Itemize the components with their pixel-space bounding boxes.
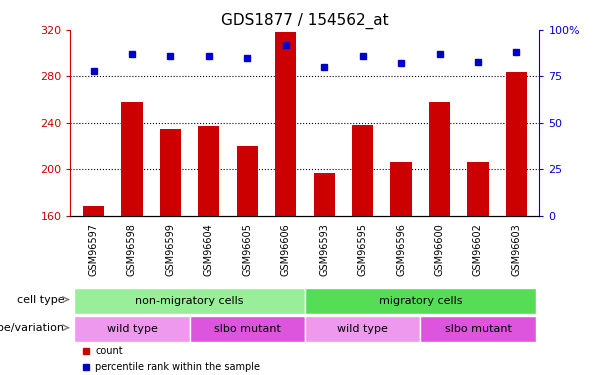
Text: slbo mutant: slbo mutant — [214, 324, 281, 334]
Text: GSM96602: GSM96602 — [473, 223, 483, 276]
Text: GSM96598: GSM96598 — [127, 223, 137, 276]
Bar — [189, 316, 305, 342]
Text: GSM96606: GSM96606 — [281, 223, 291, 276]
Text: GSM96595: GSM96595 — [357, 223, 368, 276]
Bar — [352, 125, 373, 216]
Text: wild type: wild type — [107, 324, 158, 334]
Text: GSM96596: GSM96596 — [396, 223, 406, 276]
Text: migratory cells: migratory cells — [379, 296, 462, 306]
Bar — [160, 129, 181, 216]
Text: GSM96600: GSM96600 — [435, 223, 444, 276]
Text: cell type: cell type — [17, 294, 65, 304]
Text: slbo mutant: slbo mutant — [444, 324, 511, 334]
Text: count: count — [95, 346, 123, 356]
Text: genotype/variation: genotype/variation — [0, 322, 65, 333]
Bar — [83, 206, 104, 216]
Text: GSM96593: GSM96593 — [319, 223, 329, 276]
Text: GSM96599: GSM96599 — [166, 223, 175, 276]
Bar — [390, 162, 412, 216]
Bar — [467, 162, 489, 216]
Bar — [198, 126, 219, 216]
Text: non-migratory cells: non-migratory cells — [135, 296, 244, 306]
Bar — [74, 288, 305, 314]
Bar — [429, 102, 450, 216]
Text: GSM96603: GSM96603 — [511, 223, 522, 276]
Text: wild type: wild type — [337, 324, 388, 334]
Text: GSM96605: GSM96605 — [242, 223, 253, 276]
Text: GSM96604: GSM96604 — [204, 223, 214, 276]
Bar — [314, 173, 335, 216]
Bar — [305, 288, 536, 314]
Text: GSM96597: GSM96597 — [88, 223, 99, 276]
Bar — [121, 102, 143, 216]
Bar — [74, 316, 189, 342]
Text: percentile rank within the sample: percentile rank within the sample — [95, 362, 260, 372]
Bar — [305, 316, 421, 342]
Title: GDS1877 / 154562_at: GDS1877 / 154562_at — [221, 12, 389, 28]
Bar — [275, 32, 296, 216]
Bar — [421, 316, 536, 342]
Bar — [506, 72, 527, 216]
Bar — [237, 146, 258, 216]
